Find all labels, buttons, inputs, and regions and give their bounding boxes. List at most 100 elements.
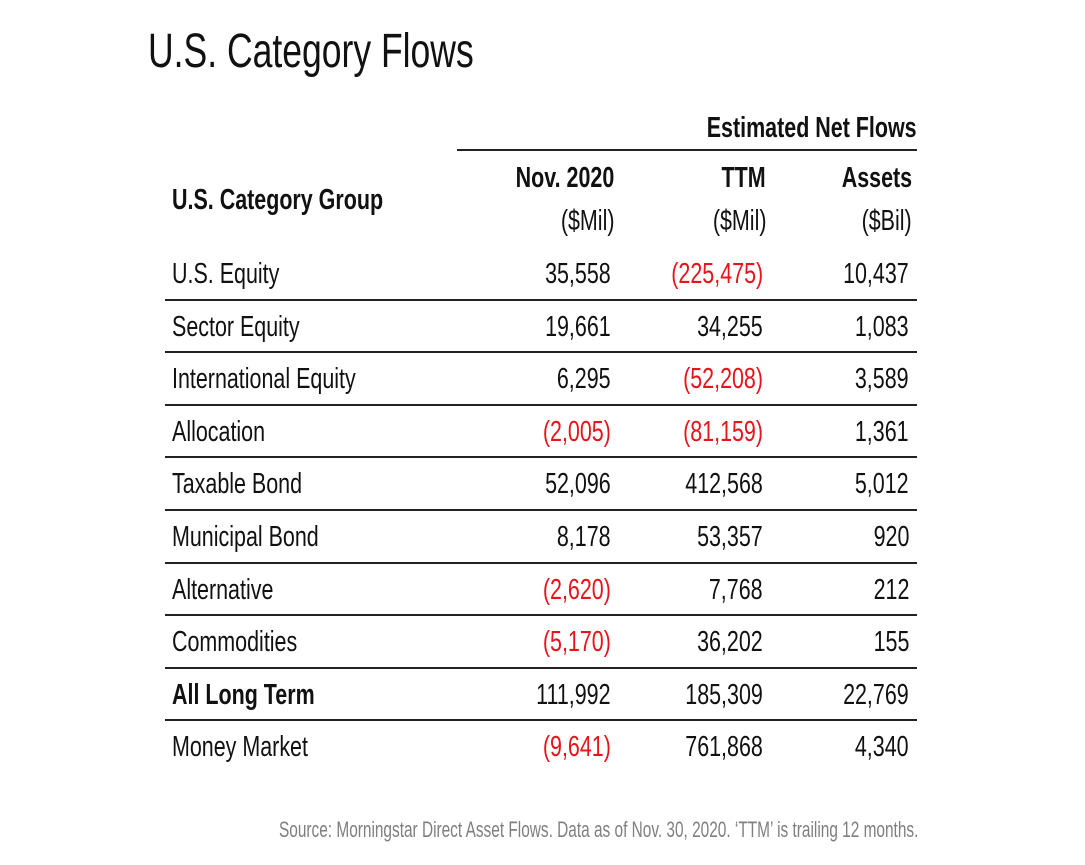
table-row: Commodities (5,170) 36,202 155 [165,616,917,669]
assets-cell: 4,340 [836,729,909,765]
assets-cell: 10,437 [820,256,909,292]
table-row: Money Market (9,641) 761,868 4,340 [165,721,917,774]
assets-cell: 5,012 [836,466,909,502]
title-text: U.S. Category Flows [148,25,474,78]
ttm-flow-cell: 53,357 [674,519,763,555]
cell-value: 34,255 [697,310,763,343]
cell-value: 19,661 [545,310,611,343]
cell-value: (52,208) [683,363,763,396]
cell-value: 5,012 [855,468,909,501]
cell-value: 4,340 [855,731,909,764]
row-label-text: Commodities [172,626,298,659]
cell-value: 22,769 [843,678,909,711]
group-header-rule [457,149,917,151]
table-row: Alternative (2,620) 7,768 212 [165,564,917,617]
table-row: All Long Term 111,992 185,309 22,769 [165,669,917,722]
ttm-flow-cell: 412,568 [658,466,763,502]
column-header-assets: Assets ($Bil) [817,160,912,239]
assets-cell: 1,083 [836,309,909,345]
ttm-flow-cell: 7,768 [690,572,763,608]
row-label: Municipal Bond [172,519,370,555]
nov-2020-flow-cell: 52,096 [522,466,611,502]
row-label: International Equity [172,361,420,397]
row-label-text: All Long Term [172,678,315,711]
row-label: Alternative [172,572,309,608]
cell-value: 3,589 [855,363,909,396]
cell-value: 10,437 [843,258,909,290]
column-header-nov-2020: Nov. 2020 ($Mil) [481,160,614,239]
ttm-flow-cell: (225,475) [639,256,763,292]
row-label-text: Money Market [172,731,308,764]
row-label: Sector Equity [172,309,344,345]
row-label: All Long Term [172,677,365,713]
category-group-header: U.S. Category Group [172,182,457,218]
assets-cell: 22,769 [820,677,909,713]
nov-2020-flow-cell: 6,295 [538,361,611,397]
row-label-text: Sector Equity [172,310,300,343]
row-label: Taxable Bond [172,466,348,502]
table-row: U.S. Equity 35,558 (225,475) 10,437 [165,248,917,301]
column-title: Assets [841,162,912,194]
assets-cell: 212 [861,572,909,608]
source-footnote: Source: Morningstar Direct Asset Flows. … [5,816,918,844]
table-row: Taxable Bond 52,096 412,568 5,012 [165,458,917,511]
cell-value: 6,295 [557,363,611,396]
row-label-text: U.S. Equity [172,258,280,290]
nov-2020-flow-cell: (2,620) [519,572,611,608]
row-label-text: Alternative [172,573,274,606]
assets-cell: 3,589 [836,361,909,397]
flows-table-body: U.S. Equity 35,558 (225,475) 10,437 Sector E… [165,248,917,774]
cell-value: 185,309 [685,678,763,711]
cell-value: 52,096 [545,468,611,501]
table-row: Sector Equity 19,661 34,255 1,083 [165,301,917,354]
column-header-ttm: TTM ($Mil) [694,160,766,239]
cell-value: 761,868 [685,731,763,764]
cell-value: 8,178 [557,520,611,553]
ttm-flow-cell: 34,255 [674,309,763,345]
cell-value: (2,005) [543,415,611,448]
row-label-text: Allocation [172,415,266,448]
cell-value: 36,202 [697,626,763,659]
nov-2020-flow-cell: (9,641) [519,729,611,765]
cell-value: 7,768 [709,573,763,606]
cell-value: (9,641) [543,731,611,764]
row-label: Allocation [172,414,298,450]
cell-value: 53,357 [697,520,763,553]
column-unit: ($Bil) [861,205,912,237]
group-header-text: Estimated Net Flows [707,112,917,144]
estimated-net-flows-header: Estimated Net Flows [633,110,917,146]
row-label-text: International Equity [172,363,356,396]
ttm-flow-cell: 36,202 [674,624,763,660]
assets-cell: 155 [861,624,909,660]
row-label: U.S. Equity [172,256,317,292]
cell-value: 1,083 [855,310,909,343]
nov-2020-flow-cell: (5,170) [519,624,611,660]
column-unit: ($Mil) [560,205,614,237]
nov-2020-flow-cell: 19,661 [522,309,611,345]
cell-value: 111,992 [536,678,611,711]
assets-cell: 1,361 [836,414,909,450]
ttm-flow-cell: 761,868 [658,729,763,765]
row-label: Commodities [172,624,341,660]
cell-value: 412,568 [685,468,763,501]
cell-value: (81,159) [683,415,763,448]
cell-value: (5,170) [543,626,611,659]
row-label-text: Taxable Bond [172,468,303,501]
cell-value: 212 [873,573,909,606]
nov-2020-flow-cell: 111,992 [510,677,611,713]
cell-value: (2,620) [543,573,611,606]
ttm-flow-cell: 185,309 [658,677,763,713]
assets-cell: 920 [861,519,909,555]
ttm-flow-cell: (81,159) [655,414,763,450]
nov-2020-flow-cell: (2,005) [519,414,611,450]
column-title: TTM [721,162,766,194]
column-unit: ($Mil) [712,205,766,237]
cell-value: 35,558 [545,258,611,290]
row-label-text: Municipal Bond [172,520,319,553]
ttm-flow-cell: (52,208) [655,361,763,397]
nov-2020-flow-cell: 35,558 [522,256,611,292]
column-title: Nov. 2020 [515,162,614,194]
table-row: Allocation (2,005) (81,159) 1,361 [165,406,917,459]
category-header-text: U.S. Category Group [172,184,384,216]
row-label: Money Market [172,729,356,765]
